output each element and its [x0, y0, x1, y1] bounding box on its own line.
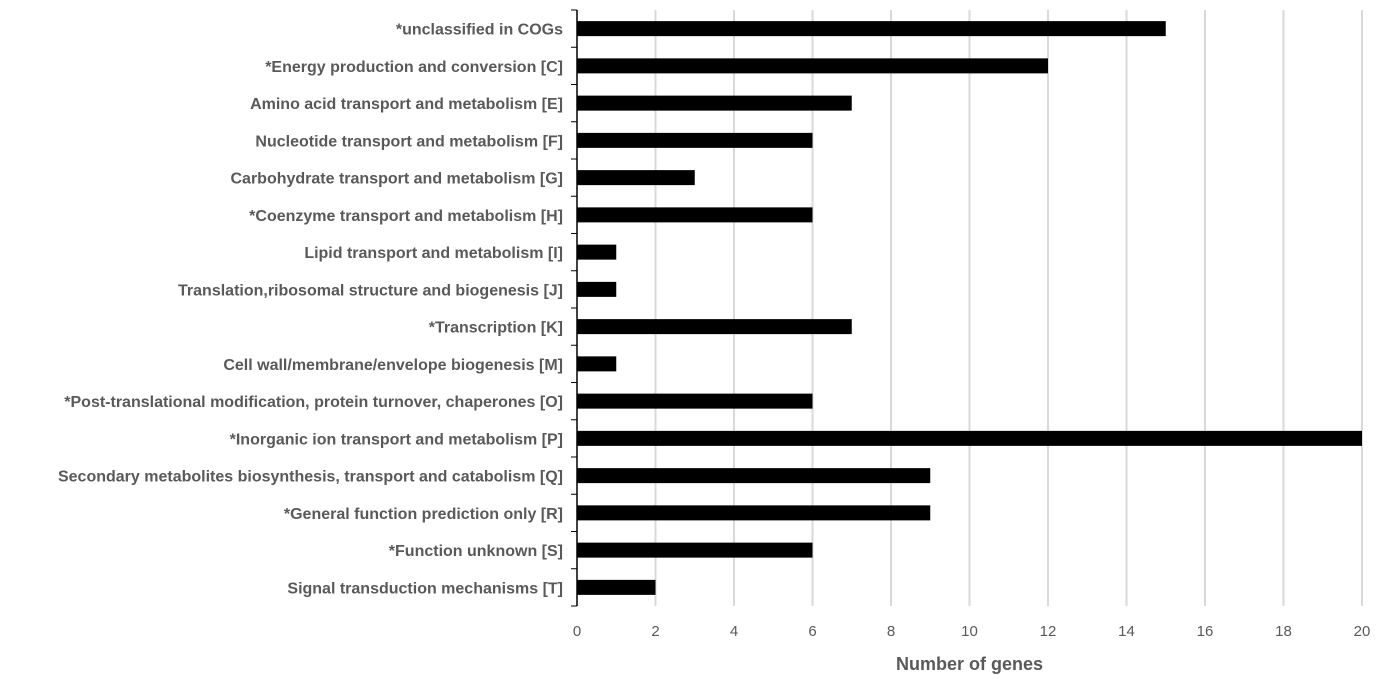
x-tick-label: 6	[808, 623, 816, 640]
category-label: *Function unknown [S]	[389, 543, 563, 560]
x-tick-label: 2	[651, 623, 659, 640]
bar	[577, 207, 813, 223]
category-label: *unclassified in COGs	[396, 22, 563, 39]
x-tick-label: 12	[1040, 623, 1057, 640]
x-tick-label: 14	[1118, 623, 1135, 640]
bar	[577, 542, 813, 558]
bar	[577, 505, 931, 521]
x-tick-label: 4	[730, 623, 738, 640]
bar	[577, 58, 1048, 74]
x-tick-label: 10	[961, 623, 978, 640]
category-label: *Post-translational modification, protei…	[64, 394, 563, 411]
category-label: Lipid transport and metabolism [I]	[304, 245, 563, 262]
axes	[571, 9, 578, 607]
bar	[577, 132, 813, 148]
bar	[577, 393, 813, 409]
bar	[577, 170, 695, 186]
x-tick-label: 16	[1197, 623, 1214, 640]
bar	[577, 281, 617, 297]
category-label: Secondary metabolites biosynthesis, tran…	[58, 469, 563, 486]
category-label: *Inorganic ion transport and metabolism …	[230, 431, 563, 448]
category-label: Amino acid transport and metabolism [E]	[250, 96, 563, 113]
category-label: Signal transduction mechanisms [T]	[287, 580, 563, 597]
bar	[577, 579, 656, 595]
bar	[577, 356, 617, 372]
bar	[577, 95, 852, 111]
bar	[577, 430, 1362, 446]
category-labels: *unclassified in COGs *Energy production …	[58, 22, 563, 598]
category-label: *Energy production and conversion [C]	[265, 59, 563, 76]
bar	[577, 244, 617, 260]
x-tick-labels: 0 2 4 6 8 10 12 14 16 18 20	[573, 623, 1371, 640]
category-label: Carbohydrate transport and metabolism [G…	[231, 171, 564, 188]
bar	[577, 468, 931, 484]
category-label: *General function prediction only [R]	[284, 506, 563, 523]
bar	[577, 319, 852, 335]
x-tick-label: 8	[887, 623, 895, 640]
category-label: *Transcription [K]	[429, 320, 563, 337]
category-label: Translation,ribosomal structure and biog…	[178, 282, 563, 299]
x-tick-label: 18	[1275, 623, 1292, 640]
x-tick-label: 0	[573, 623, 581, 640]
bars	[577, 21, 1362, 595]
category-label: *Coenzyme transport and metabolism [H]	[249, 208, 563, 225]
category-label: Cell wall/membrane/envelope biogenesis […	[223, 357, 563, 374]
x-tick-label: 20	[1354, 623, 1371, 640]
category-label: Nucleotide transport and metabolism [F]	[255, 133, 563, 150]
x-axis-title: Number of genes	[896, 654, 1043, 674]
bar	[577, 21, 1166, 37]
